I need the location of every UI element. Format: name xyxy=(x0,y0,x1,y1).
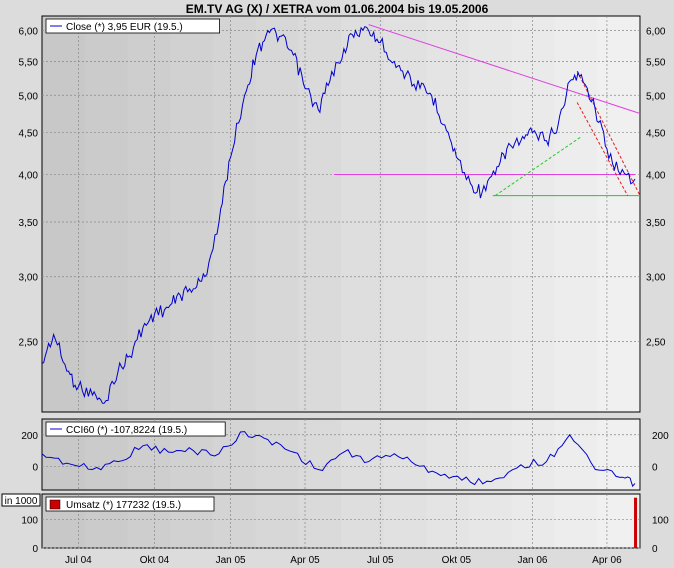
trendline-rising-dashed xyxy=(494,136,582,196)
background-band xyxy=(298,494,342,548)
background-band xyxy=(341,494,385,548)
y-tick-label-left: 2,50 xyxy=(19,338,39,349)
background-band xyxy=(469,16,513,412)
background-band xyxy=(554,419,599,490)
x-tick-label: Jan 05 xyxy=(216,555,246,566)
volume-panel-frame xyxy=(41,493,641,549)
y-tick-label-right: 6,00 xyxy=(646,27,666,38)
y-tick-label-left: 4,00 xyxy=(19,171,39,182)
cci-legend-text: CCI60 (*) -107,8224 (19.5.) xyxy=(66,425,187,436)
cci-tick-label-left: 200 xyxy=(21,431,38,442)
background-band xyxy=(298,16,342,412)
cci-tick-label-left: 0 xyxy=(32,462,38,473)
y-tick-label-left: 6,00 xyxy=(19,27,39,38)
background-band xyxy=(511,494,556,548)
background-band xyxy=(469,419,513,490)
background-band xyxy=(341,419,385,490)
background-band xyxy=(469,494,513,548)
background-band xyxy=(511,419,556,490)
background-band xyxy=(554,16,599,412)
background-band xyxy=(255,494,300,548)
y-tick-label-left: 4,50 xyxy=(19,129,39,140)
cci-panel-frame xyxy=(41,418,641,491)
x-tick-label: Apr 05 xyxy=(290,555,320,566)
background-band xyxy=(255,419,300,490)
background-band xyxy=(212,494,257,548)
x-tick-label: Jul 05 xyxy=(367,555,394,566)
x-tick-label: Apr 06 xyxy=(592,555,622,566)
y-tick-label-right: 4,00 xyxy=(646,171,666,182)
x-tick-label: Jan 06 xyxy=(517,555,547,566)
background-band xyxy=(511,16,556,412)
chart-title: EM.TV AG (X) / XETRA vom 01.06.2004 bis … xyxy=(185,2,489,16)
volume-unit-box xyxy=(1,493,41,507)
background-band xyxy=(212,16,257,412)
y-tick-label-right: 3,00 xyxy=(646,273,666,284)
volume-legend-swatch xyxy=(49,499,61,510)
background-band xyxy=(426,16,471,412)
background-band xyxy=(298,419,342,490)
background-band xyxy=(383,494,428,548)
y-tick-label-right: 4,50 xyxy=(646,129,666,140)
background-band xyxy=(554,494,599,548)
x-tick-label: Okt 04 xyxy=(140,555,170,566)
y-tick-label-right: 5,50 xyxy=(646,57,666,68)
volume-tick-label-right: 100 xyxy=(652,516,669,527)
y-tick-label-right: 5,00 xyxy=(646,91,666,102)
trendline-channel-lower xyxy=(576,102,629,196)
y-tick-label-left: 5,00 xyxy=(19,91,39,102)
y-tick-label-left: 3,50 xyxy=(19,218,39,229)
y-tick-label-right: 2,50 xyxy=(646,338,666,349)
x-tick-label: Okt 05 xyxy=(442,555,472,566)
price-legend-text: Close (*) 3,95 EUR (19.5.) xyxy=(66,22,183,33)
volume-bar xyxy=(634,497,638,548)
y-tick-label-left: 3,00 xyxy=(19,273,39,284)
background-band xyxy=(597,494,641,548)
cci-tick-label-right: 0 xyxy=(652,462,658,473)
background-band xyxy=(597,16,641,412)
volume-tick-label-left: 0 xyxy=(32,544,38,555)
y-tick-label-left: 5,50 xyxy=(19,57,39,68)
x-tick-label: Jul 04 xyxy=(65,555,92,566)
cci-tick-label-right: 200 xyxy=(652,431,669,442)
background-band xyxy=(42,16,86,412)
price-panel-frame xyxy=(41,15,641,413)
background-band xyxy=(426,494,471,548)
volume-tick-label-right: 0 xyxy=(652,544,658,555)
background-band xyxy=(84,16,129,412)
price-legend-box xyxy=(45,18,221,34)
background-band xyxy=(127,16,172,412)
background-band xyxy=(341,16,385,412)
background-band xyxy=(383,16,428,412)
background-band xyxy=(597,419,641,490)
volume-legend-text: Umsatz (*) 177232 (19.5.) xyxy=(66,500,181,511)
y-tick-label-right: 3,50 xyxy=(646,218,666,229)
trendline-resistance xyxy=(368,24,641,114)
cci-legend-box xyxy=(45,421,226,437)
cci-series-line xyxy=(41,431,636,488)
background-band xyxy=(383,419,428,490)
background-band xyxy=(426,419,471,490)
price-series-line xyxy=(41,25,636,404)
background-band xyxy=(170,16,214,412)
volume-unit-label: in 1000 xyxy=(5,496,38,507)
volume-legend-box xyxy=(45,496,215,512)
background-band xyxy=(255,16,300,412)
volume-tick-label-left: 100 xyxy=(21,516,38,527)
